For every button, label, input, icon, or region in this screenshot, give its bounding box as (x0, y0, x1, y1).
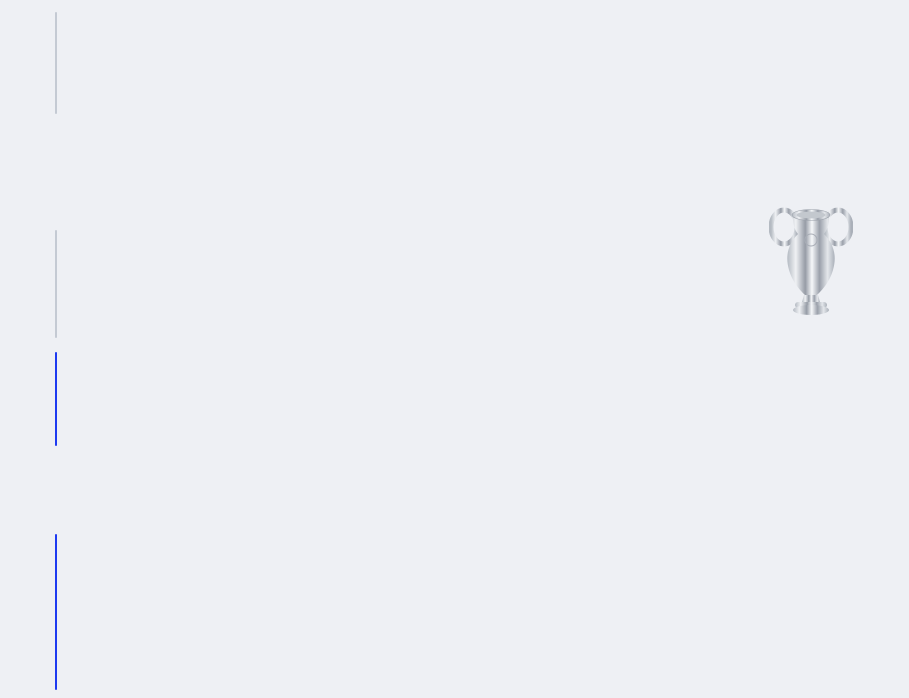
blue-path-label (44, 450, 66, 528)
silver-path-rail (55, 12, 57, 114)
silver-path-rail (55, 230, 57, 338)
silver-path-label (44, 126, 66, 222)
champions-trophy-image (769, 207, 853, 315)
blue-path-rail (55, 352, 57, 446)
blue-path-rail (55, 534, 57, 690)
